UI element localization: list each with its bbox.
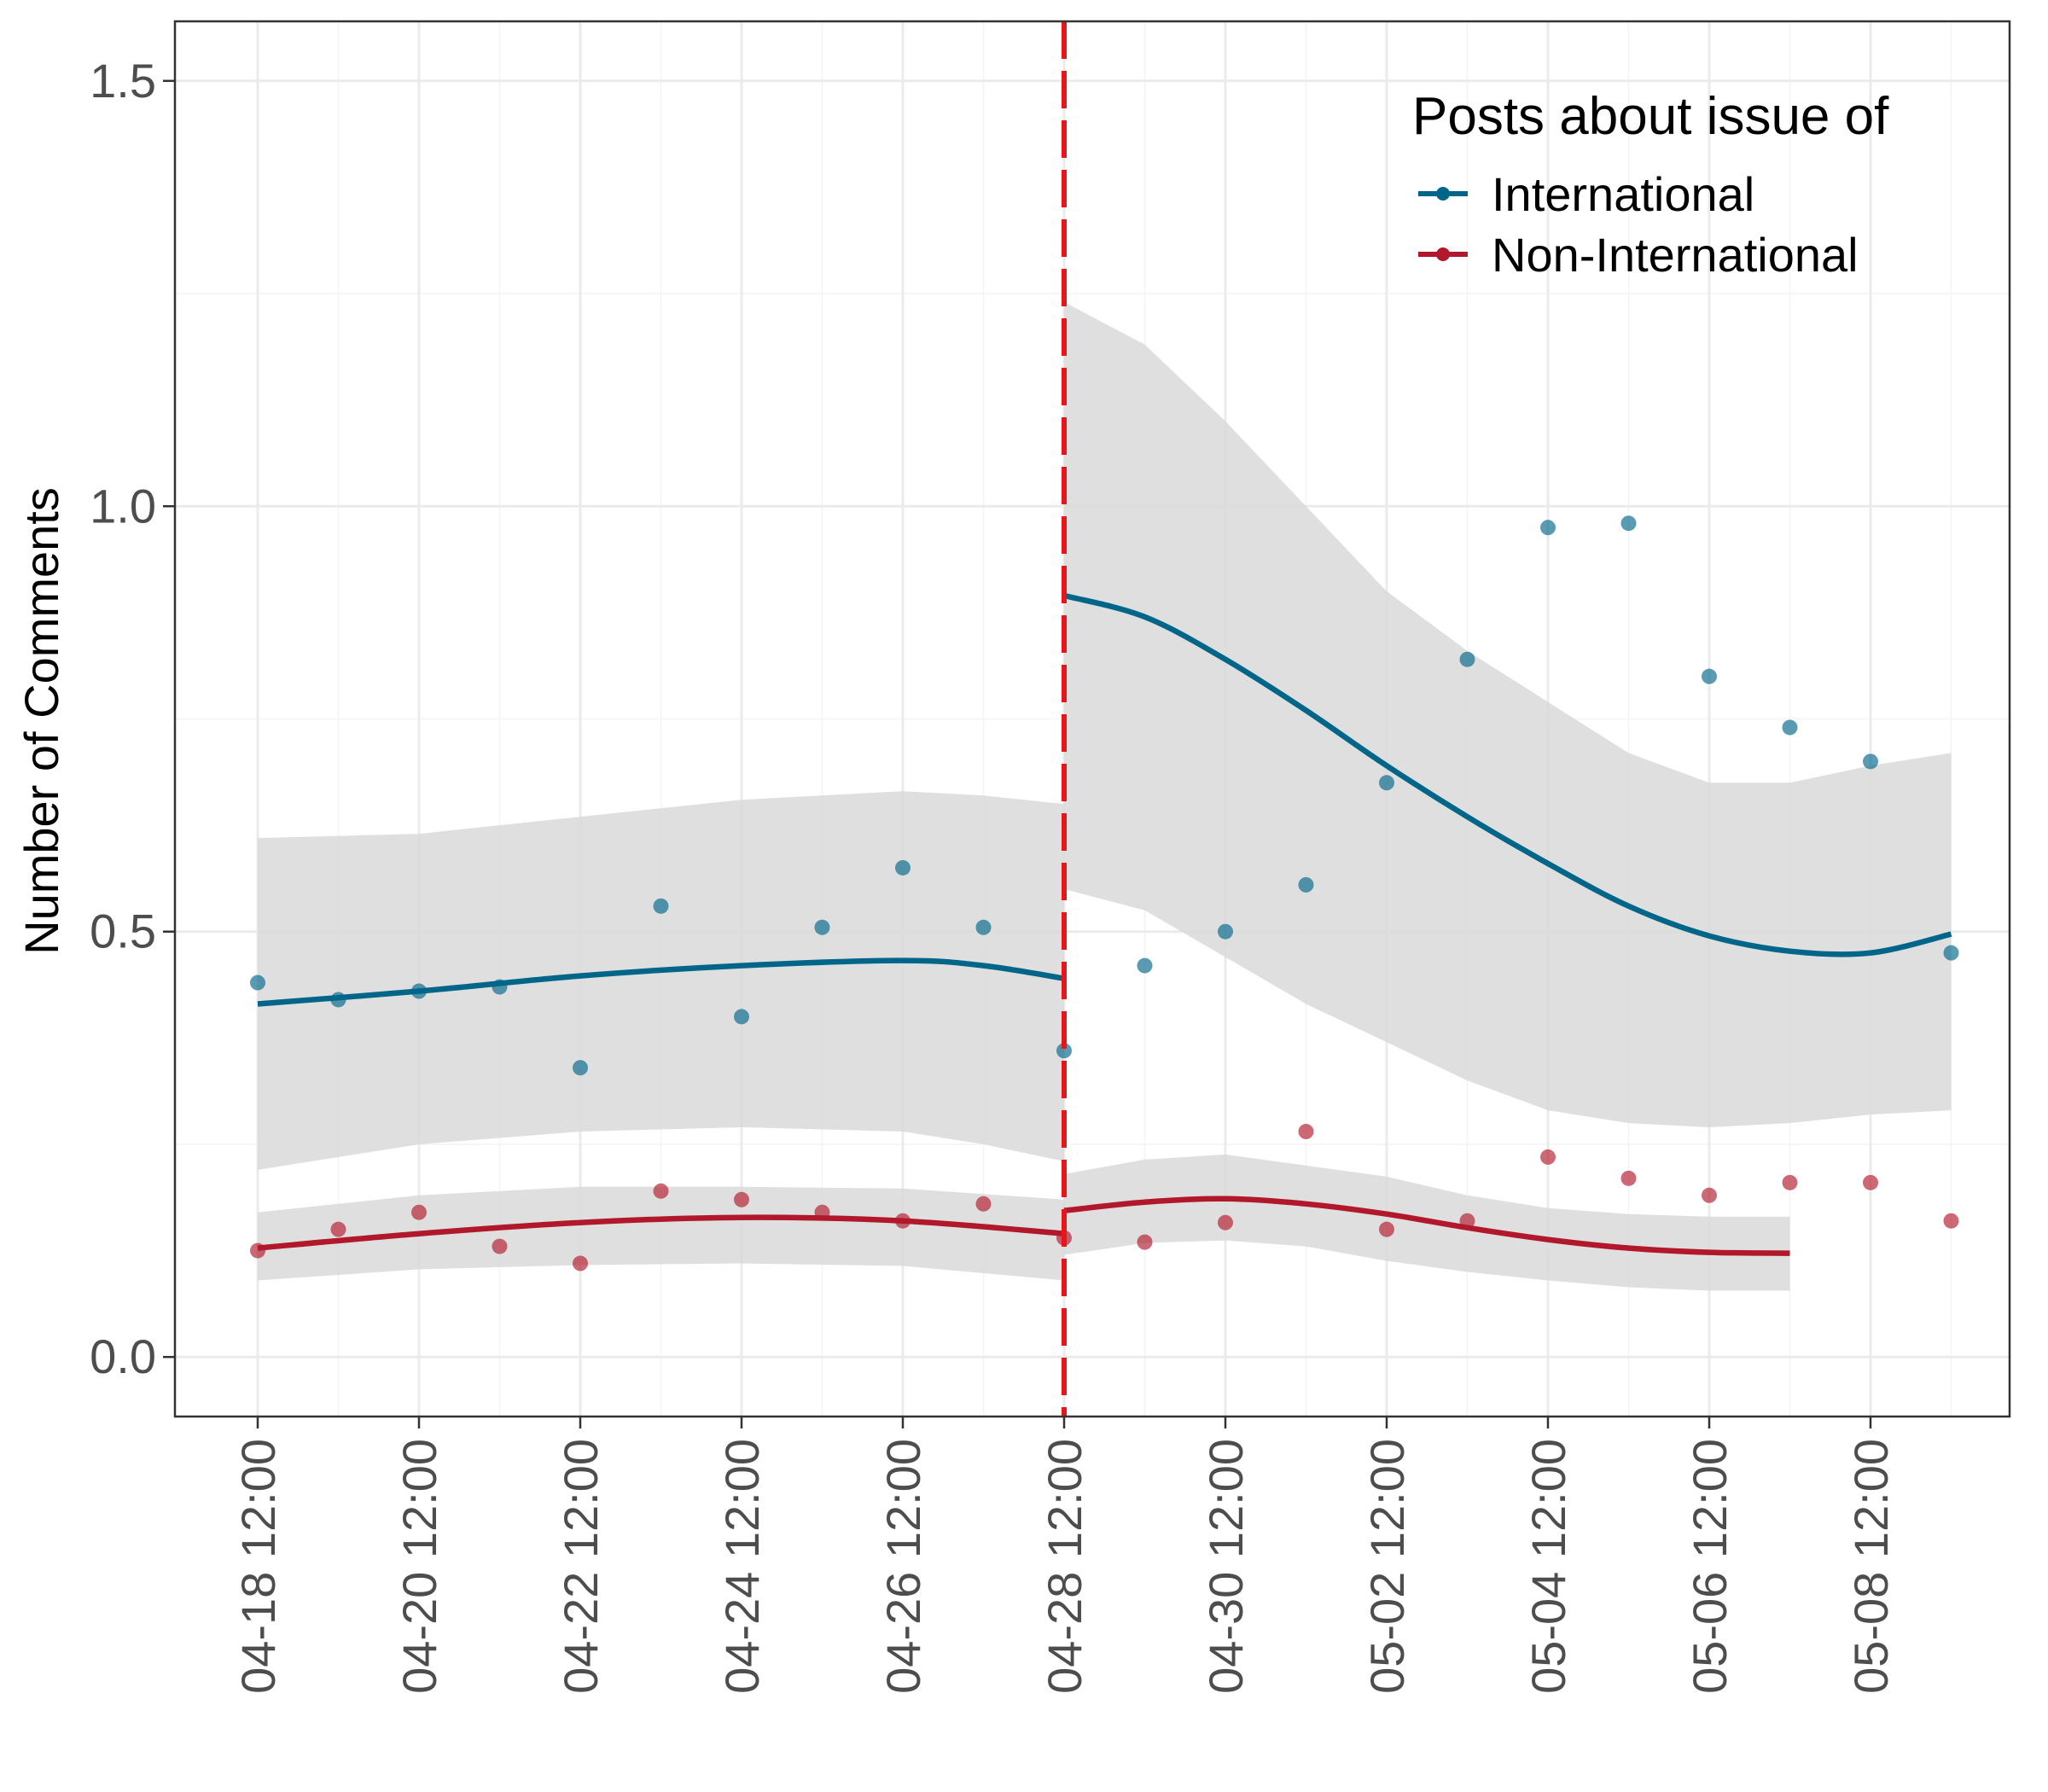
data-point <box>975 1196 992 1212</box>
fit-lines <box>257 592 1952 1256</box>
data-point <box>250 975 265 991</box>
x-tick-label: 04-30 12:00 <box>1199 1439 1253 1694</box>
data-point <box>411 1204 427 1220</box>
data-point <box>1379 775 1394 791</box>
legend-key-point <box>1436 187 1450 201</box>
x-tick-label: 05-08 12:00 <box>1844 1439 1898 1694</box>
x-tick-label: 05-02 12:00 <box>1360 1439 1414 1694</box>
data-point <box>330 1221 346 1237</box>
data-point <box>1379 1221 1394 1237</box>
legend-label-non-international: Non-International <box>1492 228 1859 282</box>
confidence-band-pre <box>258 1186 1064 1281</box>
data-point <box>1137 957 1153 974</box>
y-tick-label: 1.5 <box>90 54 156 108</box>
data-point <box>1056 1043 1072 1059</box>
legend-title: Posts about issue of <box>1412 87 1889 146</box>
data-point <box>1620 515 1637 532</box>
data-point <box>492 1238 508 1254</box>
data-point <box>573 1255 588 1271</box>
fit-line-pre <box>257 957 1065 1007</box>
confidence-band-post <box>1064 302 1952 1127</box>
legend: Posts about issue of International Non-I… <box>1412 87 1889 282</box>
x-tick-label: 04-18 12:00 <box>231 1439 285 1694</box>
data-point <box>1137 1234 1153 1250</box>
fit-line-post <box>1063 1196 1790 1256</box>
y-tick-label: 0.5 <box>90 905 156 958</box>
x-tick-label: 04-20 12:00 <box>393 1439 446 1694</box>
data-point <box>1943 945 1959 961</box>
data-point <box>1298 1124 1314 1140</box>
data-point <box>1218 923 1233 940</box>
data-point <box>1540 520 1556 536</box>
x-tick-label: 04-22 12:00 <box>554 1439 608 1694</box>
data-point <box>1620 1170 1637 1186</box>
data-point <box>573 1060 588 1076</box>
y-axis-title: Number of Comments <box>15 487 68 955</box>
legend-entry-international: International <box>1418 167 1754 221</box>
data-point <box>653 898 669 914</box>
y-axis: 0.0 0.5 1.0 1.5 <box>90 54 175 1383</box>
data-point <box>895 859 911 876</box>
y-tick-label: 1.0 <box>90 479 156 532</box>
data-point <box>1863 753 1878 770</box>
confidence-band-pre <box>258 791 1064 1170</box>
data-point <box>1782 719 1798 736</box>
legend-label-international: International <box>1492 167 1754 221</box>
data-point <box>1943 1213 1959 1229</box>
x-tick-label: 04-26 12:00 <box>876 1439 930 1694</box>
data-point <box>1863 1174 1878 1190</box>
fit-line-pre <box>257 1214 1065 1251</box>
x-axis: 04-18 12:00 04-20 12:00 04-22 12:00 04-24 1… <box>231 1417 1898 1694</box>
data-point <box>734 1191 749 1207</box>
legend-entry-non-international: Non-International <box>1418 228 1859 282</box>
confidence-bands <box>258 302 1952 1291</box>
fit-line-post <box>1063 592 1952 957</box>
data-point <box>1298 876 1314 893</box>
data-point <box>653 1183 669 1199</box>
data-point <box>1218 1214 1233 1231</box>
x-tick-label: 05-06 12:00 <box>1683 1439 1737 1694</box>
legend-key-point <box>1436 247 1450 261</box>
data-point <box>1782 1174 1798 1190</box>
x-tick-label: 05-04 12:00 <box>1521 1439 1575 1694</box>
y-tick-label: 0.0 <box>90 1329 156 1383</box>
data-point <box>1702 1187 1717 1203</box>
data-point <box>1459 651 1475 667</box>
data-point <box>1702 668 1717 684</box>
data-point <box>734 1009 749 1025</box>
x-tick-label: 04-28 12:00 <box>1038 1439 1091 1694</box>
data-point <box>814 919 830 935</box>
plot-border <box>173 20 2011 1418</box>
data-points <box>250 515 1959 1271</box>
x-tick-label: 04-24 12:00 <box>715 1439 769 1694</box>
data-point <box>1540 1149 1556 1165</box>
data-point <box>975 919 992 935</box>
